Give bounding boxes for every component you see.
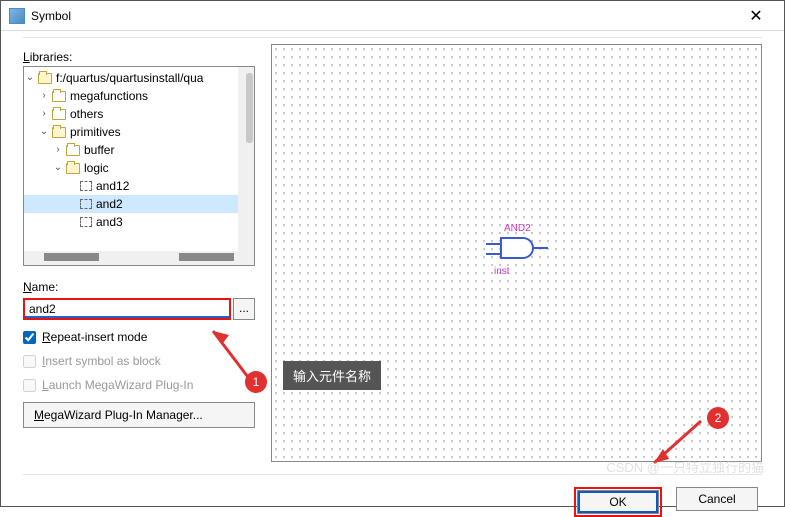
symbol-icon — [80, 217, 92, 227]
symbol-preview-canvas[interactable]: AND2 inst — [271, 44, 762, 462]
and-gate-symbol: AND2 inst — [482, 225, 542, 275]
tree-node[interactable]: ⌄ primitives — [24, 123, 254, 141]
tree-node[interactable]: and2 — [24, 195, 254, 213]
libraries-tree[interactable]: ⌄ f:/quartus/quartusinstall/qua › megafunct… — [23, 66, 255, 266]
tree-node[interactable]: › megafunctions — [24, 87, 254, 105]
folder-open-icon — [66, 163, 80, 174]
tree-node-label: megafunctions — [70, 87, 148, 105]
repeat-insert-label: Repeat-insert mode — [42, 330, 147, 344]
tree-node[interactable]: › others — [24, 105, 254, 123]
tree-node-label: and12 — [96, 177, 129, 195]
folder-open-icon — [52, 127, 66, 138]
app-icon — [9, 8, 25, 24]
repeat-insert-checkbox[interactable]: Repeat-insert mode — [23, 330, 255, 344]
insert-block-checkbox: Insert symbol as block — [23, 354, 255, 368]
tree-node[interactable]: and12 — [24, 177, 254, 195]
tree-node[interactable]: ⌄ f:/quartus/quartusinstall/qua — [24, 69, 254, 87]
cancel-button[interactable]: Cancel — [676, 487, 758, 511]
name-input[interactable] — [23, 298, 231, 320]
symbol-type-label: AND2 — [504, 223, 531, 234]
tree-node-label: logic — [84, 159, 109, 177]
launch-wizard-label: Launch MegaWizard Plug-In — [42, 378, 193, 392]
window-title: Symbol — [31, 9, 736, 23]
close-icon[interactable]: ✕ — [736, 6, 776, 26]
ok-button[interactable]: OK — [577, 490, 659, 514]
folder-icon — [66, 145, 80, 156]
tree-node-label: f:/quartus/quartusinstall/qua — [56, 69, 203, 87]
tree-node[interactable]: and3 — [24, 213, 254, 231]
megawizard-button[interactable]: MegaWizard Plug-In Manager... — [23, 402, 255, 428]
tree-node-label: buffer — [84, 141, 114, 159]
symbol-icon — [80, 181, 92, 191]
browse-button[interactable]: ... — [233, 298, 255, 320]
insert-block-label: Insert symbol as block — [42, 354, 161, 368]
expand-icon[interactable]: › — [52, 141, 64, 159]
tree-node-label: others — [70, 105, 103, 123]
name-label: Name: — [23, 280, 255, 294]
tree-scrollbar-v[interactable] — [238, 67, 254, 265]
expand-icon[interactable]: ⌄ — [24, 69, 36, 87]
tree-node-label: primitives — [70, 123, 121, 141]
tree-scrollbar-h[interactable] — [24, 251, 254, 265]
titlebar: Symbol ✕ — [1, 1, 784, 31]
instance-label: inst — [494, 266, 510, 277]
folder-icon — [52, 91, 66, 102]
folder-icon — [52, 109, 66, 120]
expand-icon[interactable]: › — [38, 87, 50, 105]
expand-icon[interactable]: ⌄ — [38, 123, 50, 141]
tree-node-label: and2 — [96, 195, 123, 213]
tree-node[interactable]: ⌄ logic — [24, 159, 254, 177]
expand-icon[interactable]: ⌄ — [52, 159, 64, 177]
folder-open-icon — [38, 73, 52, 84]
expand-icon[interactable]: › — [38, 105, 50, 123]
symbol-icon — [80, 199, 92, 209]
launch-wizard-checkbox: Launch MegaWizard Plug-In — [23, 378, 255, 392]
libraries-label: Libraries: — [23, 50, 255, 64]
tree-node[interactable]: › buffer — [24, 141, 254, 159]
tree-node-label: and3 — [96, 213, 123, 231]
